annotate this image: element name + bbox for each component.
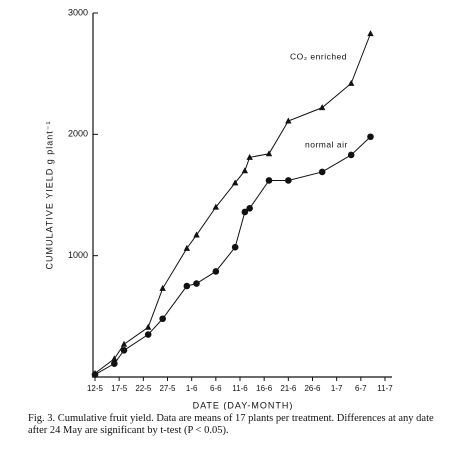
marker bbox=[241, 167, 249, 174]
marker bbox=[144, 331, 152, 338]
x-tick-label: 1-6 bbox=[186, 384, 198, 393]
marker bbox=[347, 79, 355, 86]
x-tick-label: 26-6 bbox=[304, 384, 321, 393]
marker bbox=[183, 282, 191, 290]
marker bbox=[241, 208, 249, 216]
marker bbox=[120, 340, 128, 347]
y-tick-label: 1000 bbox=[68, 250, 88, 260]
marker bbox=[159, 315, 166, 323]
marker bbox=[111, 355, 118, 362]
marker bbox=[91, 371, 99, 378]
marker bbox=[144, 323, 152, 330]
x-tick-label: 21-6 bbox=[280, 384, 297, 393]
marker bbox=[183, 244, 191, 251]
marker bbox=[265, 150, 273, 157]
caption: Fig. 3. Cumulative fruit yield. Data are… bbox=[28, 413, 434, 436]
marker bbox=[193, 231, 200, 238]
x-tick-label: 6-7 bbox=[355, 384, 367, 393]
x-tick-label: 22-5 bbox=[135, 384, 152, 393]
y-tick-label: 2000 bbox=[68, 129, 88, 139]
series-label: normal air bbox=[305, 139, 348, 149]
marker bbox=[212, 203, 220, 210]
marker bbox=[367, 30, 374, 37]
x-tick-label: 17-5 bbox=[111, 384, 128, 393]
series-line bbox=[94, 136, 371, 376]
x-axis-label: DATE (DAY-MONTH) bbox=[193, 400, 294, 410]
marker bbox=[193, 280, 200, 287]
marker bbox=[246, 205, 253, 212]
marker bbox=[285, 177, 292, 184]
marker bbox=[246, 153, 253, 160]
marker bbox=[367, 133, 374, 141]
marker bbox=[212, 268, 220, 275]
x-tick-label: 6-6 bbox=[210, 384, 222, 393]
marker bbox=[285, 117, 292, 124]
x-tick-label: 27-5 bbox=[159, 384, 176, 393]
x-tick-label: 11-6 bbox=[232, 384, 248, 393]
y-tick-label: 3000 bbox=[68, 7, 88, 17]
marker bbox=[120, 347, 128, 354]
series-line bbox=[94, 33, 371, 374]
marker bbox=[111, 360, 118, 367]
chart: CUMULATIVE YIELD g plant⁻¹ DATE (DAY-MON… bbox=[44, 7, 393, 410]
marker bbox=[231, 243, 239, 251]
marker bbox=[318, 104, 326, 111]
marker bbox=[318, 168, 326, 176]
marker bbox=[231, 179, 239, 186]
x-tick-label: 16-6 bbox=[256, 384, 273, 393]
x-tick-label: 12-5 bbox=[87, 384, 104, 393]
y-axis-label: CUMULATIVE YIELD g plant⁻¹ bbox=[44, 121, 54, 270]
marker bbox=[265, 177, 273, 184]
series-label: CO₂ enriched bbox=[290, 51, 347, 61]
marker bbox=[159, 284, 166, 291]
marker bbox=[347, 151, 355, 159]
x-tick-label: 11-7 bbox=[377, 384, 393, 393]
x-tick-label: 1-7 bbox=[331, 384, 343, 393]
